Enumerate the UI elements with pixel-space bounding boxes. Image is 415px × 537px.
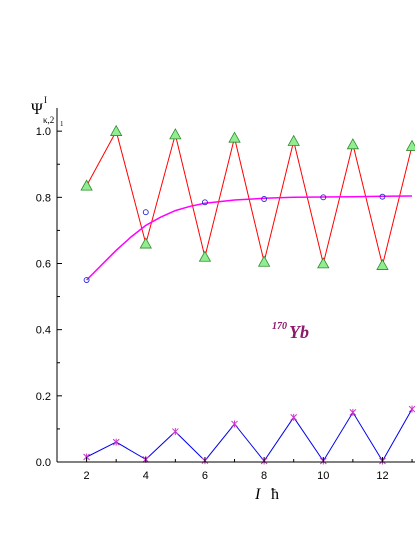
x-axis-unit: ħ [271, 486, 279, 503]
y-tick-label: 0.6 [36, 258, 51, 270]
fit-curve [86, 195, 413, 281]
triangle-point [346, 138, 360, 150]
x-tick-label: 10 [317, 470, 329, 482]
triangle-point [80, 179, 93, 191]
series-line-star [86, 408, 413, 462]
y-tick-label: 0.8 [36, 192, 51, 204]
circle-point [379, 193, 386, 200]
triangle-point [228, 131, 241, 143]
x-tick-label: 6 [202, 470, 208, 482]
star-point [112, 438, 120, 446]
triangle-point [109, 124, 123, 136]
triangle-point [139, 237, 152, 249]
star-point [349, 408, 357, 416]
star-point [171, 428, 179, 436]
triangle-point [317, 257, 330, 269]
y-axis-label-subscript: κ,2 [43, 115, 54, 125]
star-point [408, 405, 415, 413]
annotation-superscript: 170 [272, 321, 287, 332]
annotation-label: Yb [289, 322, 309, 342]
circle-point [142, 209, 149, 216]
y-tick-label: 0.2 [36, 391, 51, 403]
star-point [290, 413, 298, 421]
triangle-point [169, 128, 182, 140]
x-axis-label: I [254, 486, 261, 503]
triangle-point [257, 255, 271, 267]
x-tick-label: 4 [143, 470, 149, 482]
y-axis-label-subsubscript: 1 [60, 120, 64, 128]
y-tick-label: 0.0 [36, 457, 51, 469]
star-point [231, 420, 238, 428]
axes: 0.0 0.2 0.4 0.6 0.8 1.0 2 4 6 8 10 12 [36, 108, 415, 482]
y-axis-label-psi: Ψ [31, 101, 43, 118]
triangle-point [405, 139, 415, 151]
triangle-point [376, 258, 389, 270]
circle-point [320, 194, 327, 201]
y-tick-label: 0.4 [36, 325, 51, 337]
y-tick-label: 1.0 [36, 126, 51, 138]
circle-point [201, 199, 208, 206]
circle-point [261, 196, 268, 202]
triangle-point [198, 250, 212, 262]
series-layer [80, 124, 415, 465]
x-tick-label: 12 [376, 470, 388, 482]
series-line-triangle [86, 129, 413, 266]
x-tick-label: 8 [261, 470, 267, 482]
triangle-point [287, 134, 300, 146]
x-tick-label: 2 [84, 470, 90, 482]
y-axis-label-superscript: I [44, 95, 47, 105]
circle-point [83, 277, 90, 283]
